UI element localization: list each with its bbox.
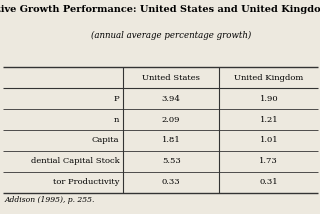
Text: United Kingdom: United Kingdom — [234, 74, 303, 82]
Text: 5.53: 5.53 — [162, 157, 180, 165]
Text: 0.31: 0.31 — [260, 178, 278, 186]
Text: 1.21: 1.21 — [260, 116, 278, 123]
Text: dential Capital Stock: dential Capital Stock — [31, 157, 119, 165]
Text: 1.01: 1.01 — [260, 137, 278, 144]
Text: tor Productivity: tor Productivity — [53, 178, 119, 186]
Text: 0.33: 0.33 — [162, 178, 180, 186]
Text: Comparative Growth Performance: United States and United Kingdom, 1870-1913: Comparative Growth Performance: United S… — [0, 5, 320, 14]
Text: Addison (1995), p. 255.: Addison (1995), p. 255. — [5, 196, 95, 204]
Text: 1.81: 1.81 — [162, 137, 180, 144]
Text: Capita: Capita — [92, 137, 119, 144]
Text: United States: United States — [142, 74, 200, 82]
Text: 1.90: 1.90 — [260, 95, 278, 103]
Text: n: n — [114, 116, 119, 123]
Text: (annual average percentage growth): (annual average percentage growth) — [91, 31, 251, 40]
Text: 2.09: 2.09 — [162, 116, 180, 123]
Text: P: P — [114, 95, 119, 103]
Text: 1.73: 1.73 — [260, 157, 278, 165]
Text: 3.94: 3.94 — [162, 95, 180, 103]
